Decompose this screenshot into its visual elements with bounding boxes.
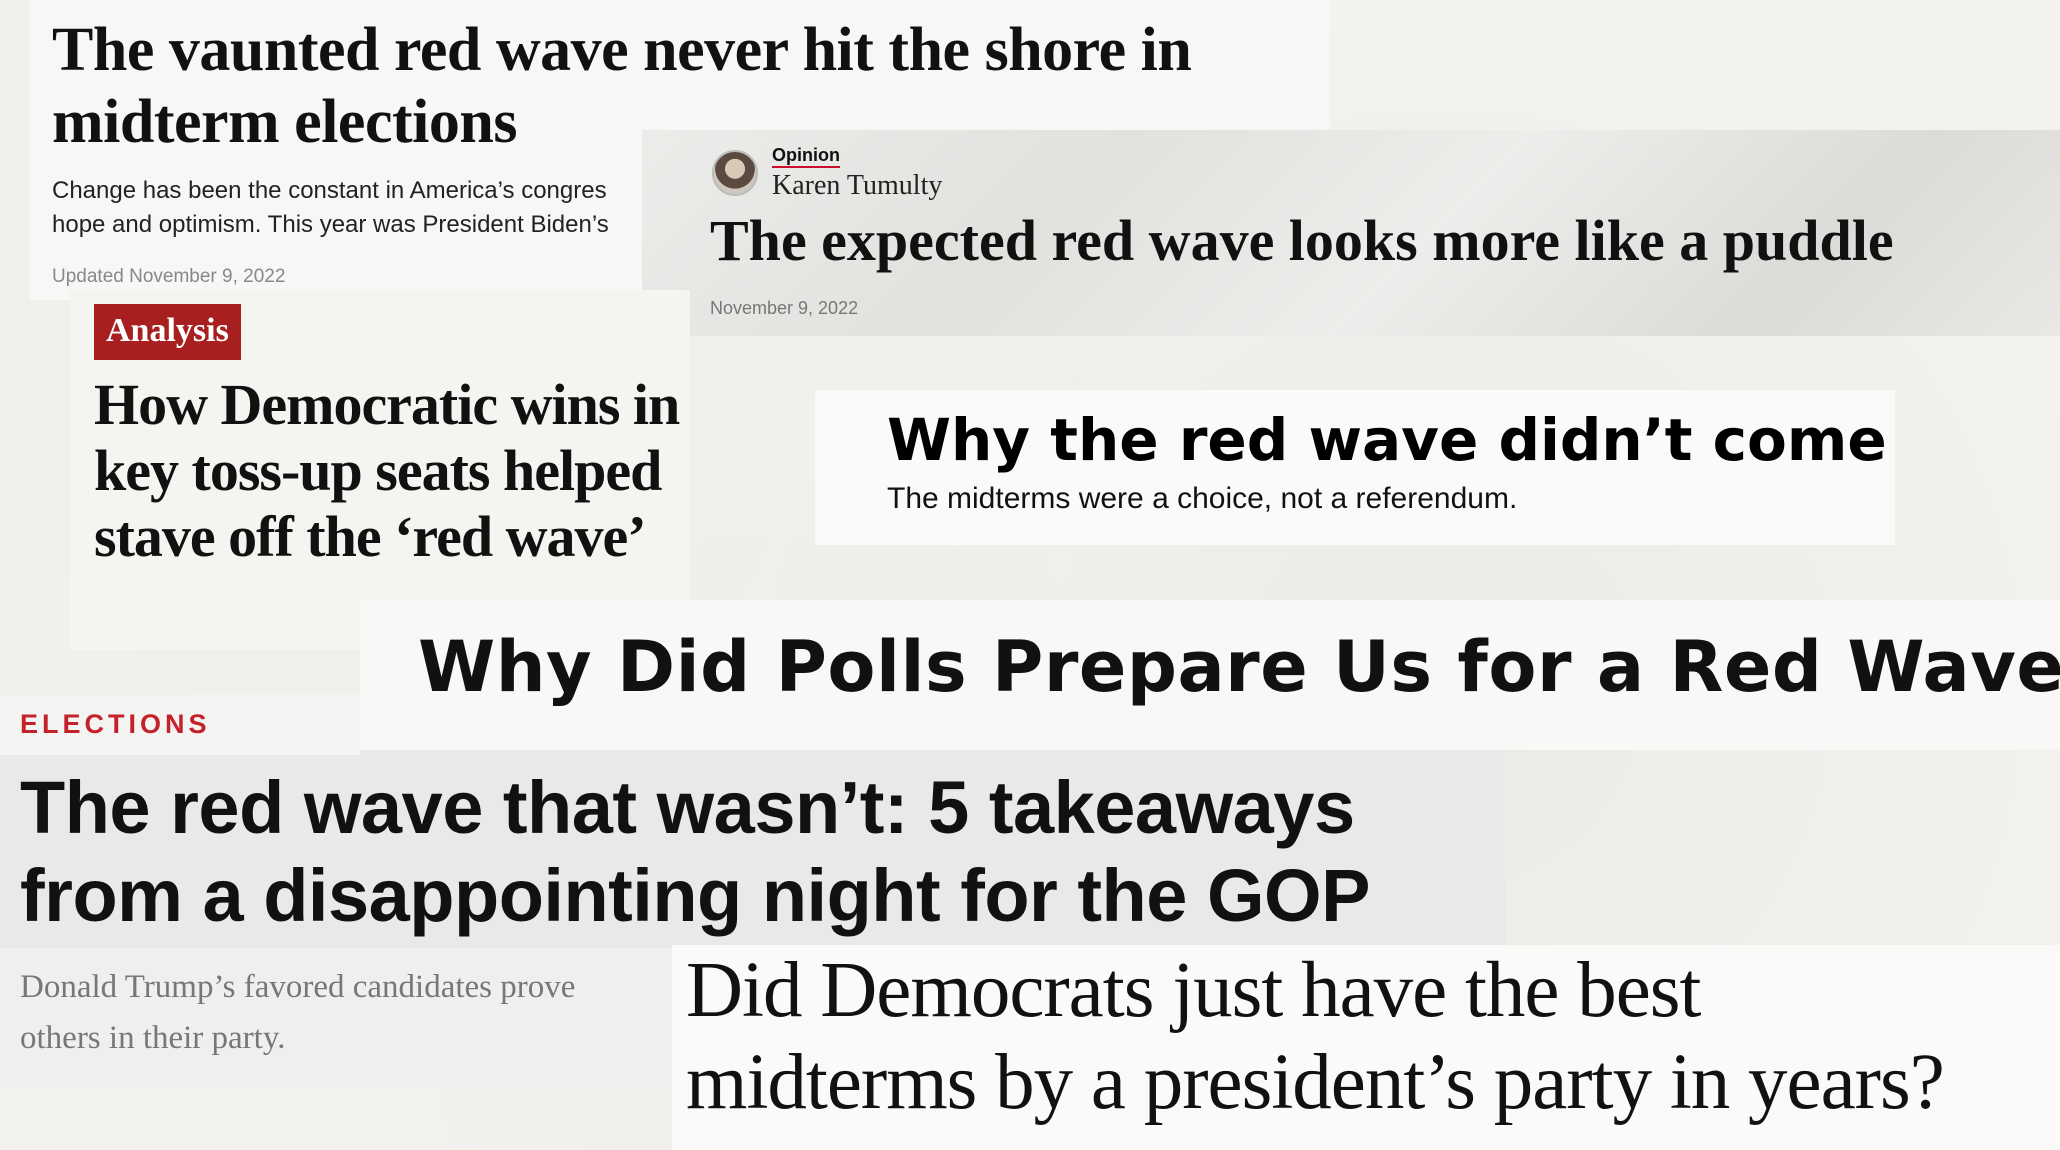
wapo-dek-line-1: Change has been the constant in America’… [52,177,607,204]
wapo-date: Updated November 9, 2022 [52,266,286,287]
vox-headline[interactable]: Why the red wave didn’t come [887,406,1887,474]
polls-headline[interactable]: Why Did Polls Prepare Us for a Red Wave? [418,626,2060,708]
wapo-dek: Change has been the constant in America’… [52,174,672,242]
elections-kicker[interactable]: ELECTIONS [20,709,211,739]
guardian-headline-clip: Did Democrats just have the best midterm… [672,945,2060,1150]
npr-kicker-clip: ELECTIONS [0,695,360,755]
polls-headline-clip: Why Did Polls Prepare Us for a Red Wave? [360,600,2060,750]
analysis-tag: Analysis [94,304,241,360]
wapo-dek-line-2: hope and optimism. This year was Preside… [52,211,609,238]
author-name[interactable]: Karen Tumulty [772,170,943,201]
guardian-headline-line-1: Did Democrats just have the best [686,947,1701,1034]
author-avatar [712,150,758,196]
trump-dek-line-2: others in their party. [20,1020,286,1056]
wapo-headline[interactable]: The vaunted red wave never hit the shore… [52,16,1192,156]
vox-headline-clip: Why the red wave didn’t come The midterm… [815,390,1895,545]
politico-headline[interactable]: The red wave that wasn’t: 5 takeaways fr… [20,766,1370,937]
opinion-headline[interactable]: The expected red wave looks more like a … [710,208,1894,273]
guardian-headline-line-2: midterms by a president’s party in years… [686,1039,1945,1126]
guardian-headline[interactable]: Did Democrats just have the best midterm… [686,945,2060,1129]
opinion-label[interactable]: Opinion [772,144,840,168]
analysis-headline-clip: Analysis How Democratic wins in key toss… [70,290,690,650]
opinion-date: November 9, 2022 [710,298,859,318]
opinion-headline-clip: Opinion Karen Tumulty The expected red w… [642,130,2060,336]
analysis-headline[interactable]: How Democratic wins in key toss-up seats… [94,372,680,569]
politico-headline-clip: The red wave that wasn’t: 5 takeaways fr… [0,750,1505,948]
trump-dek-line-1: Donald Trump’s favored candidates prove [20,969,576,1005]
trump-dek: Donald Trump’s favored candidates prove … [20,962,680,1064]
trump-dek-clip: Donald Trump’s favored candidates prove … [0,948,680,1088]
vox-dek: The midterms were a choice, not a refere… [887,482,1518,515]
